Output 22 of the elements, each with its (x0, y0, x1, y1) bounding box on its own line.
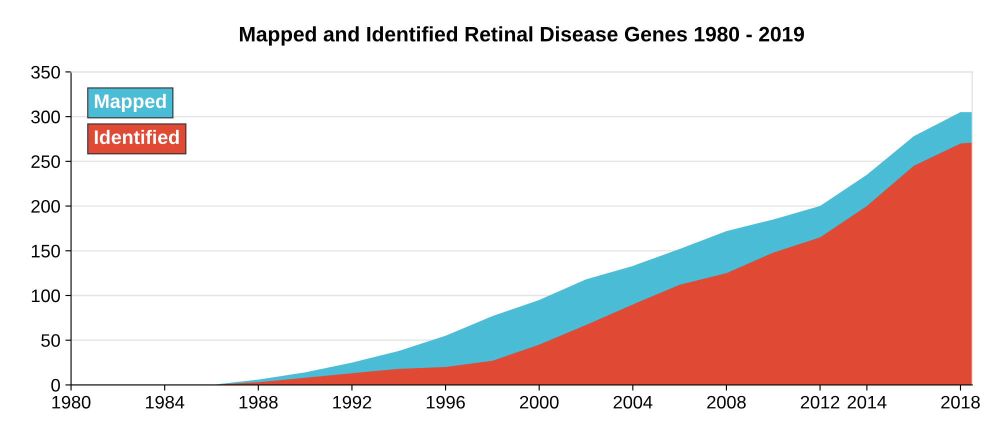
y-tick-label: 50 (41, 334, 60, 347)
x-tick-label: 1980 (52, 396, 90, 409)
x-tick-label: 2000 (520, 396, 559, 409)
x-tick-label: 2014 (848, 396, 886, 409)
y-tick-label: 300 (31, 110, 60, 124)
y-tick-label: 150 (32, 244, 60, 258)
x-tick-label: 1984 (146, 396, 184, 409)
y-tick-label: 350 (31, 66, 60, 79)
text: Mapped (94, 94, 166, 112)
x-tick-label: 2008 (707, 396, 746, 409)
chart-title: Mapped and Identified Retinal Disease Genes 1980 - 2019 (240, 26, 804, 46)
x-tick-label: 2012 (800, 396, 840, 409)
x-tick-label: 1992 (333, 396, 372, 409)
y-tick-label: 250 (31, 155, 60, 168)
y-tick-label: 0 (51, 378, 60, 392)
x-tick-label: 1996 (426, 396, 465, 409)
y-tick-label: 100 (32, 289, 60, 302)
text: Identified (94, 130, 179, 144)
x-tick-label: 1988 (240, 396, 278, 409)
x-tick-label: 2004 (614, 396, 652, 409)
x-tick-label: 2018 (941, 396, 980, 409)
y-tick-label: 200 (31, 200, 60, 213)
